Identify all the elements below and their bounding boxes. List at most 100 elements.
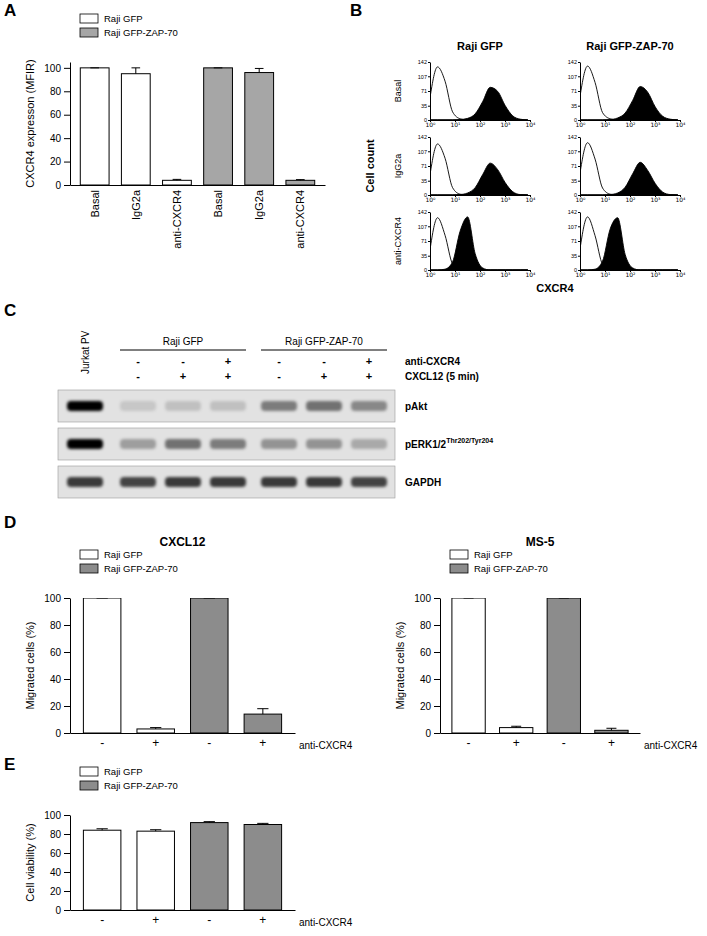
legend-label: Raji GFP-ZAP-70 — [104, 27, 178, 38]
x-axis-tick: 10² — [475, 120, 486, 128]
legend-swatch — [80, 767, 98, 776]
tick-label: 0 — [425, 728, 431, 739]
y-axis-tick: 20 — [50, 156, 70, 167]
condition-sign: - — [181, 355, 185, 367]
x-axis-tick: 10² — [475, 270, 486, 278]
histogram — [580, 162, 678, 195]
error-cap — [296, 179, 305, 180]
y-axis-tick: 71 — [571, 163, 580, 169]
y-axis-line — [430, 213, 431, 271]
legend-swatch — [80, 564, 98, 573]
tick-mark — [428, 241, 430, 242]
condition-sign: - — [136, 370, 140, 382]
y-axis-tick: 142 — [418, 209, 430, 215]
y-axis: 03571107142 — [418, 134, 431, 198]
x-axis: 10⁰10¹10²10³10⁴ — [575, 270, 686, 278]
tick-label: + — [259, 913, 266, 927]
legend-swatch — [450, 550, 468, 559]
bar — [245, 73, 274, 185]
y-axis-tick: 142 — [568, 59, 580, 65]
y-axis-tick: 40 — [50, 133, 70, 144]
tick-mark — [434, 679, 440, 680]
tick-label: 0 — [574, 192, 577, 198]
blot-strip — [58, 466, 395, 498]
tick-label: 10⁴ — [675, 196, 686, 203]
x-axis-tick: Basal — [212, 185, 224, 218]
plot-area — [83, 822, 281, 910]
tick-mark — [578, 120, 580, 121]
tick-mark — [434, 706, 440, 707]
histogram — [580, 66, 678, 120]
tick-mark — [64, 706, 70, 707]
error-cap — [511, 726, 521, 727]
x-axis-tick: 10² — [625, 120, 636, 128]
tick-label: anti-CXCR4 — [294, 190, 306, 249]
y-axis-tick: 35 — [421, 178, 430, 184]
tick-mark — [64, 162, 70, 163]
tick-label: 0 — [55, 728, 61, 739]
tick-label: 35 — [421, 103, 427, 109]
error-cap — [464, 598, 474, 599]
bar — [191, 823, 229, 910]
y-axis-tick: 142 — [568, 134, 580, 140]
tick-label: 10³ — [500, 121, 511, 128]
tick-mark — [578, 270, 580, 271]
condition-sign: + — [225, 355, 231, 367]
condition-label: CXCL12 (5 min) — [405, 371, 479, 382]
y-axis-tick: 80 — [50, 829, 70, 840]
blot-band — [261, 439, 297, 449]
x-axis-line — [71, 733, 296, 734]
figure: ABCDE020406080100BasalIgG2aanti-CXCR4Bas… — [0, 0, 707, 936]
blot-band — [306, 439, 342, 449]
x-axis-tick: 10² — [625, 270, 636, 278]
y-axis-tick: 107 — [568, 224, 580, 230]
histogram-cell: 10⁰10¹10²10³10⁴03571107142 — [418, 209, 536, 278]
chart-title: MS-5 — [526, 535, 555, 549]
tick-label: 35 — [571, 178, 577, 184]
error-cap — [204, 598, 215, 599]
tick-mark — [428, 151, 430, 152]
y-axis-tick: 20 — [50, 701, 70, 712]
condition-sign: + — [366, 370, 372, 382]
row-label: Basal — [393, 80, 403, 103]
x-axis-tick: 10¹ — [600, 195, 611, 203]
blot-band — [306, 401, 342, 411]
bar — [452, 598, 485, 733]
legend-label: Raji GFP — [104, 13, 143, 24]
tick-mark — [428, 195, 430, 196]
tick-label: IgG2a — [253, 189, 265, 220]
y-axis-title: Cell viability (%) — [24, 823, 36, 901]
x-axis: 10⁰10¹10²10³10⁴ — [425, 270, 536, 278]
tick-label: 40 — [50, 133, 62, 144]
panel-label: C — [4, 301, 16, 320]
x-axis-tick: 10³ — [650, 195, 661, 203]
tick-label: 71 — [571, 88, 577, 94]
y-axis-line — [580, 213, 581, 271]
x-axis-tick: Basal — [89, 185, 101, 218]
x-axis-tick: 10³ — [500, 270, 511, 278]
error-cap — [173, 179, 182, 180]
y-axis-tick: 0 — [425, 728, 440, 739]
x-axis-tick: + — [608, 733, 615, 750]
tick-label: 10¹ — [600, 271, 611, 278]
y-axis-tick: 80 — [50, 620, 70, 631]
plot-area — [83, 598, 281, 733]
tick-label: - — [207, 736, 211, 750]
y-axis-tick: 100 — [414, 593, 440, 604]
x-axis-line — [441, 733, 641, 734]
plot-area — [580, 66, 678, 120]
histogram — [580, 218, 678, 270]
blot-band — [67, 401, 103, 411]
tick-mark — [64, 598, 70, 599]
x-axis: BasalIgG2aanti-CXCR4BasalIgG2aanti-CXCR4 — [71, 185, 326, 249]
band-label-main: pAkt — [405, 401, 428, 412]
tick-label: Basal — [212, 190, 224, 218]
y-axis-tick: 80 — [420, 620, 440, 631]
bar-chart: 020406080100-+-+Migrated cells (%)anti-C… — [394, 535, 698, 751]
tick-label: 60 — [50, 848, 62, 859]
x-axis-tick: 10⁰ — [425, 195, 436, 203]
tick-label: IgG2a — [130, 189, 142, 220]
tick-mark — [428, 76, 430, 77]
blot-band — [67, 477, 103, 487]
x-axis-tick: + — [259, 910, 266, 927]
